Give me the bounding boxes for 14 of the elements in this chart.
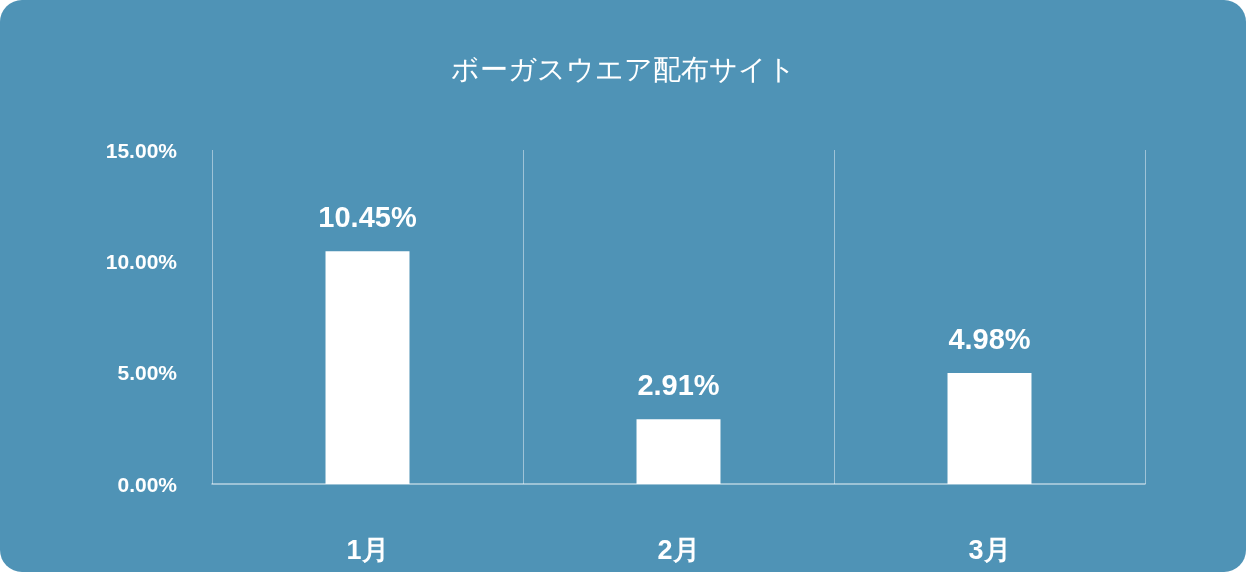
- x-tick-label: 3月: [968, 534, 1011, 565]
- x-tick-label: 2月: [657, 534, 700, 565]
- bar: [636, 419, 721, 484]
- data-label: 10.45%: [318, 200, 417, 233]
- y-tick-label: 10.00%: [105, 249, 178, 273]
- data-label: 4.98%: [948, 322, 1031, 355]
- data-label: 2.91%: [637, 368, 720, 401]
- y-tick-label: 15.00%: [105, 138, 178, 162]
- chart-title: ボーガスウエア配布サイト: [450, 53, 796, 85]
- bar: [947, 373, 1032, 484]
- bar: [325, 251, 410, 484]
- y-tick-label: 0.00%: [117, 472, 178, 496]
- x-tick-label: 1月: [346, 534, 389, 565]
- y-tick-label: 5.00%: [117, 361, 178, 385]
